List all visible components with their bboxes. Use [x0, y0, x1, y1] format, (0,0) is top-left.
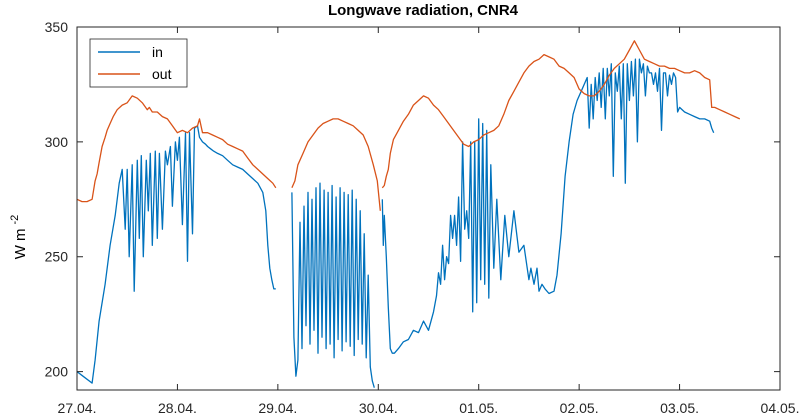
y-axis-label-exponent: -2 — [9, 215, 21, 225]
x-tick-label: 30.04. — [359, 400, 398, 416]
legend-label-out: out — [152, 66, 172, 82]
x-tick-label: 28.04. — [158, 400, 197, 416]
series-in-line-segment-3 — [381, 58, 715, 354]
legend-box — [89, 38, 188, 88]
series-out-line-segment-1 — [76, 95, 277, 203]
x-tick-label: 01.05. — [459, 400, 498, 416]
legend-label-in: in — [152, 44, 163, 60]
x-tick-label: 03.05. — [660, 400, 699, 416]
y-tick-label: 300 — [45, 134, 69, 150]
y-axis-label: W m -2 — [9, 215, 29, 260]
x-tick-label: 29.04. — [258, 400, 297, 416]
series-in-line-segment-2 — [291, 182, 375, 388]
series-in-line-segment-1 — [76, 125, 276, 384]
y-tick-label: 350 — [45, 19, 69, 35]
chart-title: Longwave radiation, CNR4 — [328, 2, 519, 19]
y-tick-label: 250 — [45, 249, 69, 265]
axis-ticks: 27.04. 28.04. 29.04. 30.04. 01.05. 02.05. 03.0… — [45, 19, 800, 416]
series-out-line-segment-3 — [381, 40, 741, 189]
x-tick-label: 02.05. — [560, 400, 599, 416]
axes-frame — [76, 26, 781, 391]
x-tick-label: 04.05. — [761, 400, 800, 416]
x-tick-label: 27.04. — [58, 400, 97, 416]
y-tick-label: 200 — [45, 364, 69, 380]
y-axis-label-main: W m — [12, 228, 29, 259]
plot-area — [76, 40, 741, 388]
legend: in out — [89, 38, 188, 88]
series-out-line-segment-2 — [291, 118, 381, 211]
